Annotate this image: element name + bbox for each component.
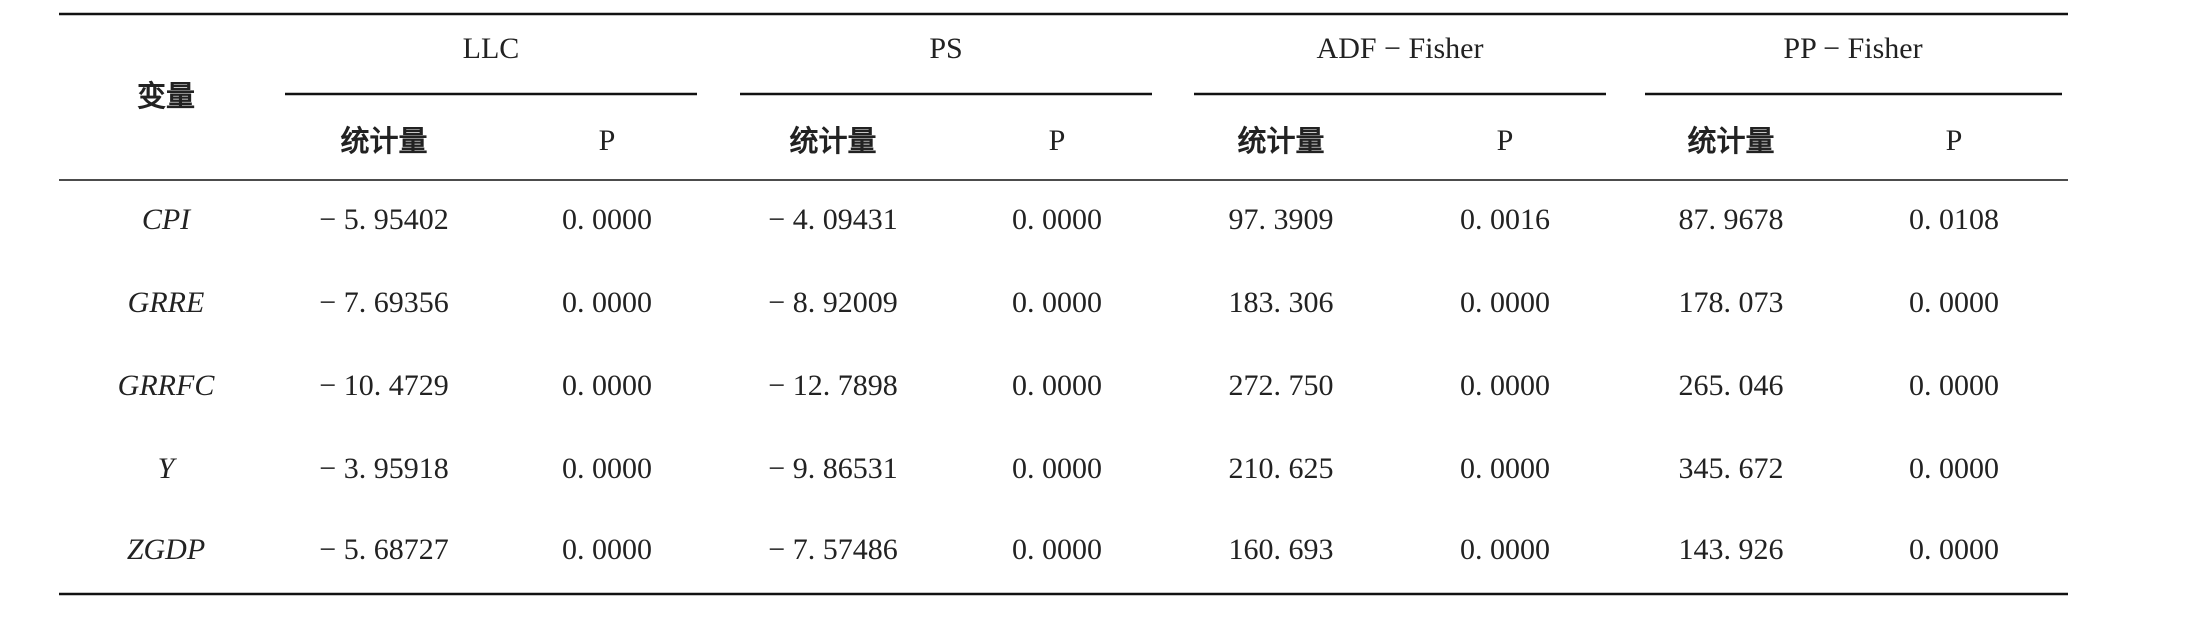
variable-name: ZGDP (127, 533, 205, 566)
cell: − 7. 57486 (768, 533, 897, 566)
cell: 0. 0000 (1012, 452, 1102, 485)
sub-header: P (1946, 124, 1963, 157)
sub-header: P (1049, 124, 1066, 157)
sub-header: P (1497, 124, 1514, 157)
cell: 143. 926 (1679, 533, 1784, 566)
cell: 0. 0000 (1460, 286, 1550, 319)
variable-name: GRRE (128, 286, 205, 319)
cell: 0. 0000 (562, 369, 652, 402)
sub-header: 统计量 (340, 124, 427, 158)
sub-header: P (599, 124, 616, 157)
cell: 0. 0000 (1012, 203, 1102, 236)
cell: 0. 0000 (562, 203, 652, 236)
variable-name: Y (158, 452, 178, 485)
cell: 178. 073 (1679, 286, 1784, 319)
group-header: PS (929, 32, 962, 65)
cell: 265. 046 (1679, 369, 1784, 402)
variable-header: 变量 (137, 79, 195, 113)
cell: 0. 0000 (1909, 286, 1999, 319)
cell: − 5. 68727 (319, 533, 448, 566)
cell: 0. 0108 (1909, 203, 1999, 236)
cell: − 5. 95402 (319, 203, 448, 236)
cell: 210. 625 (1229, 452, 1334, 485)
cell: 0. 0000 (1012, 369, 1102, 402)
cell: − 3. 95918 (319, 452, 448, 485)
group-header: ADF − Fisher (1317, 32, 1484, 65)
cell: 0. 0000 (562, 533, 652, 566)
cell: 0. 0000 (1909, 533, 1999, 566)
cell: 0. 0000 (1460, 369, 1550, 402)
cell: − 10. 4729 (319, 369, 448, 402)
cell: 160. 693 (1229, 533, 1334, 566)
variable-name: CPI (142, 203, 192, 236)
cell: 183. 306 (1229, 286, 1334, 319)
sub-header: 统计量 (1237, 124, 1324, 158)
cell: − 12. 7898 (768, 369, 897, 402)
cell: 87. 9678 (1679, 203, 1784, 236)
group-header: PP − Fisher (1783, 32, 1922, 65)
cell: 0. 0000 (1012, 533, 1102, 566)
cell: 0. 0000 (1909, 369, 1999, 402)
cell: − 4. 09431 (768, 203, 897, 236)
group-header: LLC (463, 32, 520, 65)
sub-header: 统计量 (1687, 124, 1774, 158)
cell: − 8. 92009 (768, 286, 897, 319)
cell: 0. 0000 (562, 286, 652, 319)
cell: 272. 750 (1229, 369, 1334, 402)
cell: 0. 0000 (1460, 533, 1550, 566)
cell: − 9. 86531 (768, 452, 897, 485)
cell: − 7. 69356 (319, 286, 448, 319)
cell: 97. 3909 (1229, 203, 1334, 236)
cell: 0. 0000 (1460, 452, 1550, 485)
sub-header: 统计量 (789, 124, 876, 158)
cell: 345. 672 (1679, 452, 1784, 485)
cell: 0. 0016 (1460, 203, 1550, 236)
cell: 0. 0000 (1909, 452, 1999, 485)
variable-name: GRRFC (118, 369, 216, 402)
cell: 0. 0000 (562, 452, 652, 485)
cell: 0. 0000 (1012, 286, 1102, 319)
